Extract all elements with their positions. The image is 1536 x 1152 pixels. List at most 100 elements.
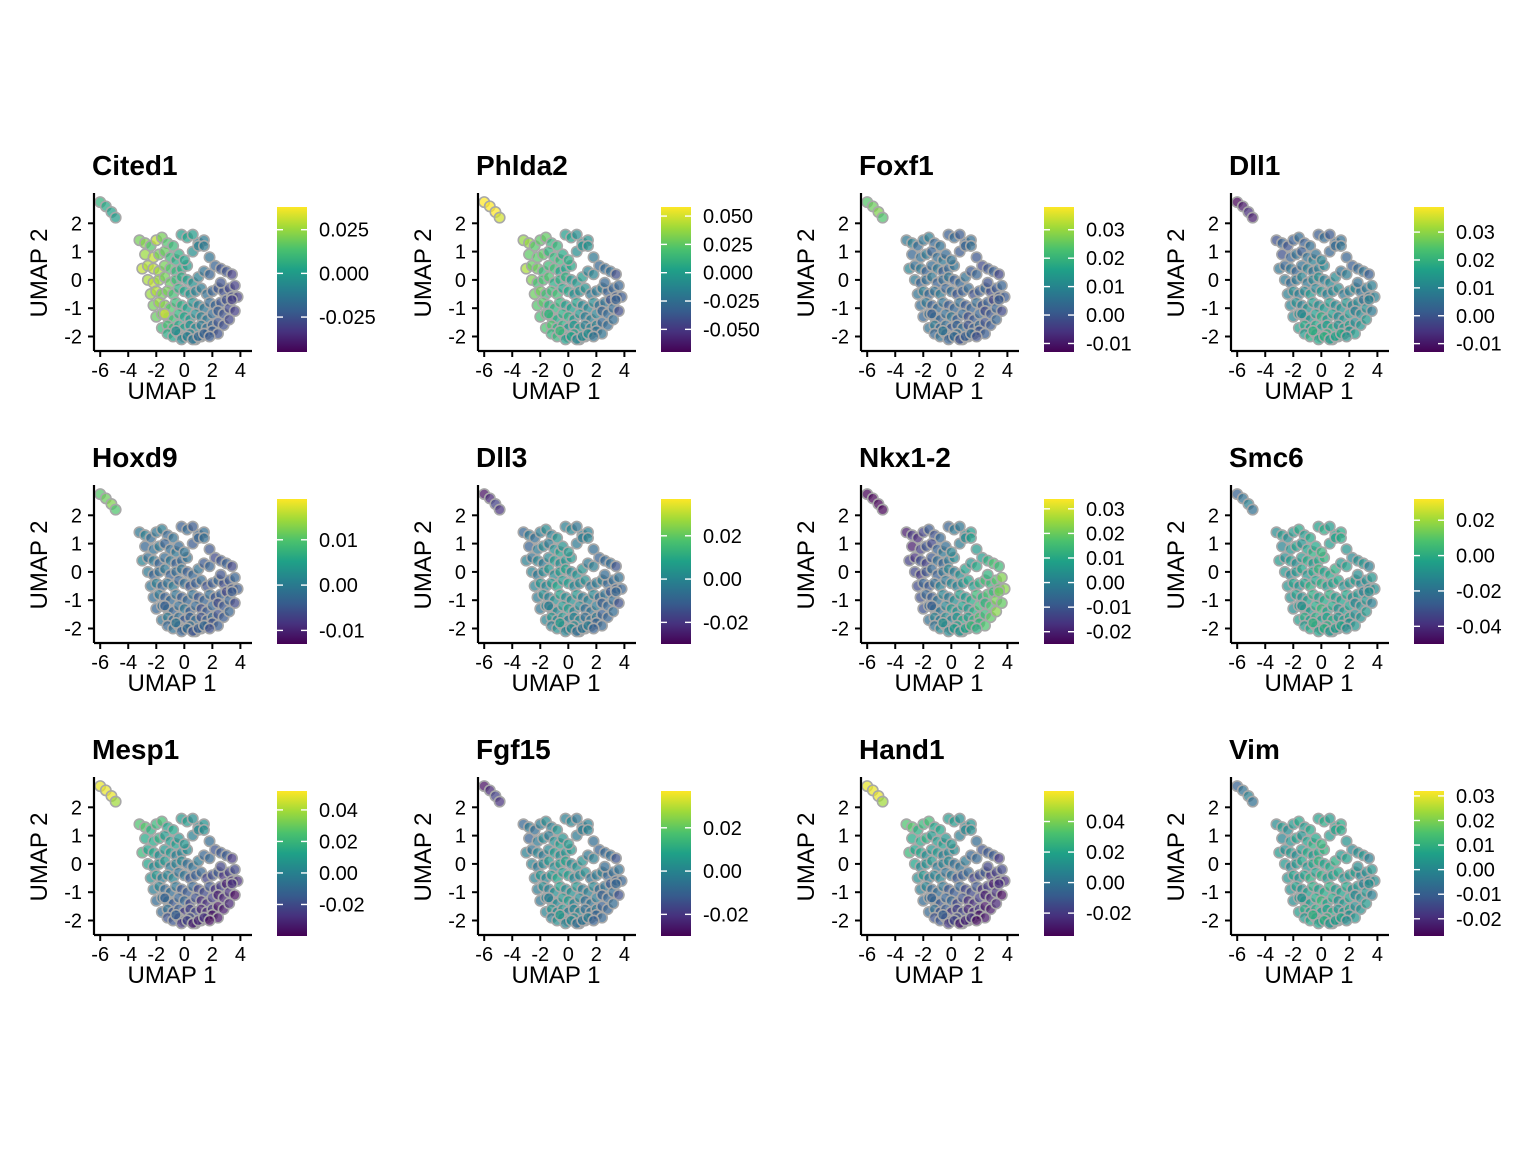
x-tick-label: 0: [1316, 652, 1327, 674]
x-tick-label: -6: [475, 944, 493, 966]
cell-point: [612, 889, 625, 902]
y-tick-label: -1: [831, 590, 849, 612]
cell-point: [228, 305, 241, 318]
x-tick-label: 4: [1372, 652, 1383, 674]
x-tick-label: -6: [1228, 652, 1246, 674]
y-tick-label: -1: [448, 882, 466, 904]
cell-point: [1306, 908, 1319, 921]
colorbar: [1044, 499, 1074, 644]
x-tick-label: 4: [1372, 944, 1383, 966]
y-tick-label: -1: [1201, 298, 1219, 320]
x-tick-label: 0: [179, 360, 190, 382]
cell-point: [551, 531, 564, 544]
cell-point: [587, 622, 600, 635]
colorbar: [277, 791, 307, 936]
y-tick-label: 0: [71, 270, 82, 292]
y-tick-label: 0: [71, 562, 82, 584]
cell-point: [542, 891, 555, 904]
cell-point: [1365, 571, 1378, 584]
cell-point: [1340, 560, 1353, 573]
colorbar-tick-label: 0.000: [703, 263, 753, 285]
cell-point: [995, 889, 1008, 902]
cell-point: [990, 313, 1003, 326]
cell-point: [995, 571, 1008, 584]
colorbar-tick-label: 0.03: [1086, 499, 1125, 521]
cell-point: [169, 324, 182, 337]
cell-point: [936, 324, 949, 337]
cell-point: [598, 276, 611, 289]
cell-point: [964, 239, 977, 252]
cell-point: [995, 305, 1008, 318]
panel-title: Phlda2: [476, 150, 568, 181]
cell-point: [876, 795, 889, 808]
colorbar-tick-label: 0.01: [1456, 835, 1495, 857]
y-tick-label: 2: [1208, 505, 1219, 527]
x-tick-label: -6: [91, 360, 109, 382]
x-tick-label: -4: [119, 944, 137, 966]
cell-point: [612, 597, 625, 610]
x-tick-label: 4: [235, 652, 246, 674]
x-tick-label: -2: [914, 944, 932, 966]
x-tick-label: -2: [1284, 652, 1302, 674]
colorbar-tick-label: 0.02: [703, 526, 742, 548]
x-axis-title: UMAP 1: [512, 378, 601, 405]
cell-point: [1295, 599, 1308, 612]
cell-point: [178, 254, 191, 267]
cell-point: [158, 307, 171, 320]
x-tick-label: 0: [563, 944, 574, 966]
x-tick-label: 4: [1372, 360, 1383, 382]
y-tick-label: -1: [1201, 882, 1219, 904]
x-axis-title: UMAP 1: [895, 962, 984, 989]
y-tick-label: 0: [838, 270, 849, 292]
y-tick-label: -2: [448, 327, 466, 349]
y-tick-label: 0: [455, 270, 466, 292]
cell-point: [197, 239, 210, 252]
y-tick-label: 2: [838, 797, 849, 819]
y-tick-label: 1: [71, 534, 82, 556]
cell-point: [186, 812, 199, 825]
cell-point: [1360, 897, 1373, 910]
colorbar-tick-label: 0.025: [319, 220, 369, 242]
cell-point: [1365, 279, 1378, 292]
cell-point: [934, 531, 947, 544]
x-tick-label: 2: [591, 360, 602, 382]
cell-point: [186, 520, 199, 533]
cell-point: [228, 279, 241, 292]
cell-point: [228, 889, 241, 902]
cell-point: [178, 546, 191, 559]
colorbar: [1414, 207, 1444, 352]
colorbar-tick-label: 0.050: [703, 206, 753, 228]
cell-point: [964, 531, 977, 544]
cell-point: [607, 313, 620, 326]
cell-point: [1362, 852, 1375, 865]
x-tick-label: -4: [886, 652, 904, 674]
x-tick-label: 2: [974, 944, 985, 966]
y-tick-label: -1: [64, 298, 82, 320]
colorbar-tick-label: -0.04: [1456, 616, 1502, 638]
x-tick-label: 0: [1316, 944, 1327, 966]
colorbar: [661, 207, 691, 352]
cell-point: [970, 543, 983, 556]
y-tick-label: -2: [831, 911, 849, 933]
cell-point: [223, 897, 236, 910]
colorbar: [277, 207, 307, 352]
cell-point: [587, 330, 600, 343]
x-tick-label: -2: [531, 944, 549, 966]
x-tick-label: 2: [207, 360, 218, 382]
cell-point: [612, 279, 625, 292]
cell-point: [1362, 877, 1375, 890]
y-axis-title: UMAP 2: [26, 521, 53, 610]
y-tick-label: 2: [455, 213, 466, 235]
y-tick-label: 1: [455, 242, 466, 264]
cell-point: [1304, 531, 1317, 544]
y-tick-label: 1: [838, 826, 849, 848]
y-axis-title: UMAP 2: [410, 229, 437, 318]
x-tick-label: 2: [974, 652, 985, 674]
cell-point: [953, 812, 966, 825]
cell-point: [609, 268, 622, 281]
cell-point: [1365, 597, 1378, 610]
x-tick-label: 4: [619, 944, 630, 966]
x-tick-label: -4: [886, 944, 904, 966]
cell-point: [587, 543, 600, 556]
